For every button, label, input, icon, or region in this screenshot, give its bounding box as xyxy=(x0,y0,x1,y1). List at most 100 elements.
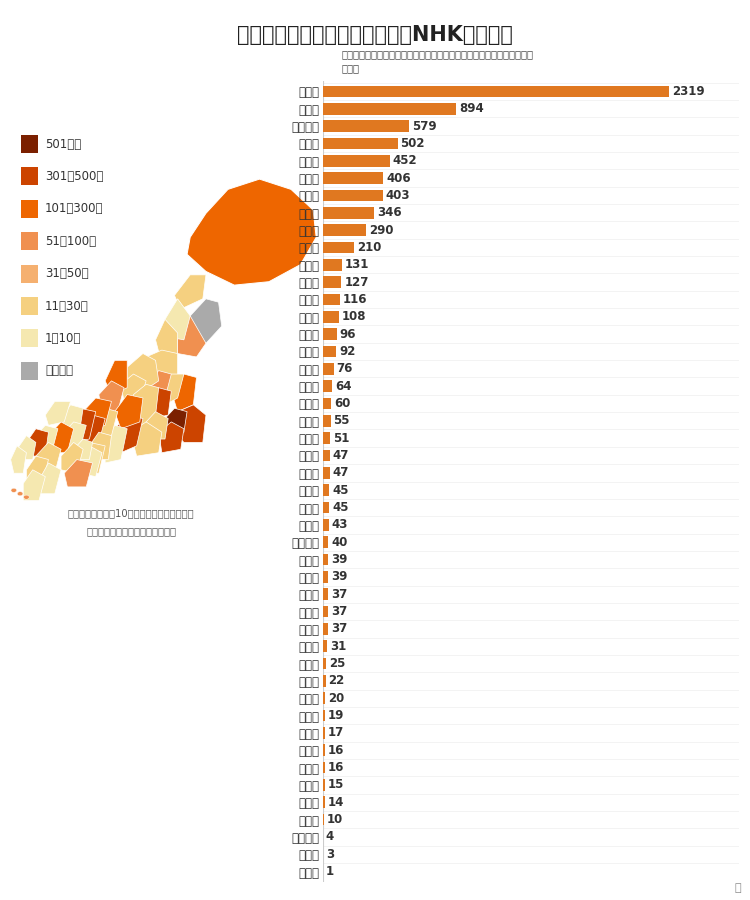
Polygon shape xyxy=(61,405,83,428)
Bar xyxy=(322,589,328,600)
Polygon shape xyxy=(146,411,168,439)
Bar xyxy=(322,761,325,773)
Polygon shape xyxy=(146,388,171,418)
Text: 19: 19 xyxy=(328,709,344,722)
Text: 47: 47 xyxy=(332,449,349,462)
Polygon shape xyxy=(105,360,128,394)
Bar xyxy=(322,519,329,531)
Text: 1: 1 xyxy=(326,865,334,878)
Polygon shape xyxy=(39,463,61,494)
Text: 16: 16 xyxy=(328,761,344,774)
Bar xyxy=(322,727,325,739)
Polygon shape xyxy=(10,446,26,473)
Polygon shape xyxy=(165,299,190,340)
Bar xyxy=(322,571,328,583)
Polygon shape xyxy=(190,299,222,343)
Polygon shape xyxy=(49,422,74,453)
Text: 290: 290 xyxy=(369,223,393,237)
Text: 15: 15 xyxy=(328,778,344,791)
Text: 31～50人: 31～50人 xyxy=(45,267,88,280)
Text: 92: 92 xyxy=(339,345,356,358)
Bar xyxy=(322,501,329,513)
Bar xyxy=(322,380,332,392)
Polygon shape xyxy=(159,422,184,453)
Bar xyxy=(322,310,339,323)
Text: 346: 346 xyxy=(377,206,402,220)
Text: 31: 31 xyxy=(330,640,346,652)
Text: 17: 17 xyxy=(328,726,344,740)
Polygon shape xyxy=(128,354,159,392)
Text: 116: 116 xyxy=(343,293,368,306)
Text: 51～100人: 51～100人 xyxy=(45,235,96,248)
Bar xyxy=(322,172,383,184)
Polygon shape xyxy=(89,432,112,460)
Text: 下のグラフや数字をクリック・タップするとその都道府県の推移を見ら
れます: 下のグラフや数字をクリック・タップするとその都道府県の推移を見ら れます xyxy=(341,50,533,73)
Bar xyxy=(322,744,325,756)
Polygon shape xyxy=(26,428,49,456)
Polygon shape xyxy=(17,436,36,460)
Ellipse shape xyxy=(23,495,29,500)
Bar xyxy=(322,224,366,236)
Text: 579: 579 xyxy=(412,120,436,132)
Text: 20: 20 xyxy=(328,692,344,705)
Polygon shape xyxy=(68,409,96,443)
Text: 22: 22 xyxy=(328,674,345,688)
Text: 4: 4 xyxy=(326,831,334,843)
Text: 14: 14 xyxy=(327,796,344,809)
Text: 10: 10 xyxy=(327,813,343,826)
Text: 3: 3 xyxy=(326,848,334,860)
Polygon shape xyxy=(155,320,178,364)
Text: 47: 47 xyxy=(332,466,349,480)
Bar xyxy=(322,710,326,722)
Polygon shape xyxy=(130,384,159,428)
Text: 76: 76 xyxy=(337,363,353,375)
Text: 96: 96 xyxy=(340,328,356,340)
Text: 37: 37 xyxy=(331,605,347,618)
Polygon shape xyxy=(171,405,206,443)
Text: 60: 60 xyxy=(334,397,350,410)
Text: 64: 64 xyxy=(334,380,351,392)
Polygon shape xyxy=(36,443,61,473)
Bar xyxy=(322,467,329,479)
Ellipse shape xyxy=(17,491,23,496)
Bar xyxy=(322,328,337,340)
Text: 39: 39 xyxy=(331,553,347,566)
Bar xyxy=(322,121,409,132)
Bar xyxy=(322,155,390,166)
Polygon shape xyxy=(178,316,206,357)
Bar xyxy=(322,415,331,427)
Polygon shape xyxy=(165,409,187,432)
Bar xyxy=(322,432,330,444)
Bar xyxy=(322,138,398,149)
Text: 1～10人: 1～10人 xyxy=(45,332,81,345)
Polygon shape xyxy=(33,426,58,453)
Bar xyxy=(322,259,342,271)
Text: 45: 45 xyxy=(332,501,349,514)
Polygon shape xyxy=(99,381,124,411)
Polygon shape xyxy=(83,398,112,428)
Text: 地図：「国土数値情報」から作成: 地図：「国土数値情報」から作成 xyxy=(86,526,176,536)
Polygon shape xyxy=(130,422,162,456)
Text: 501人～: 501人～ xyxy=(45,138,81,150)
Bar xyxy=(322,207,374,219)
Bar xyxy=(322,814,324,825)
Text: 403: 403 xyxy=(386,189,410,202)
Ellipse shape xyxy=(11,489,16,492)
Polygon shape xyxy=(121,374,146,401)
Text: 452: 452 xyxy=(393,154,418,167)
Polygon shape xyxy=(96,409,118,436)
Polygon shape xyxy=(171,374,196,411)
Text: 37: 37 xyxy=(331,623,347,635)
Text: 2319: 2319 xyxy=(672,85,705,98)
Bar xyxy=(322,398,332,410)
Polygon shape xyxy=(175,274,206,309)
Bar xyxy=(322,276,341,288)
Polygon shape xyxy=(187,179,316,285)
Text: 210: 210 xyxy=(357,241,381,254)
Text: 人: 人 xyxy=(734,883,741,893)
Polygon shape xyxy=(146,371,171,401)
Bar xyxy=(322,606,328,617)
Polygon shape xyxy=(105,426,128,463)
Bar xyxy=(322,536,328,548)
Text: 894: 894 xyxy=(459,103,484,115)
